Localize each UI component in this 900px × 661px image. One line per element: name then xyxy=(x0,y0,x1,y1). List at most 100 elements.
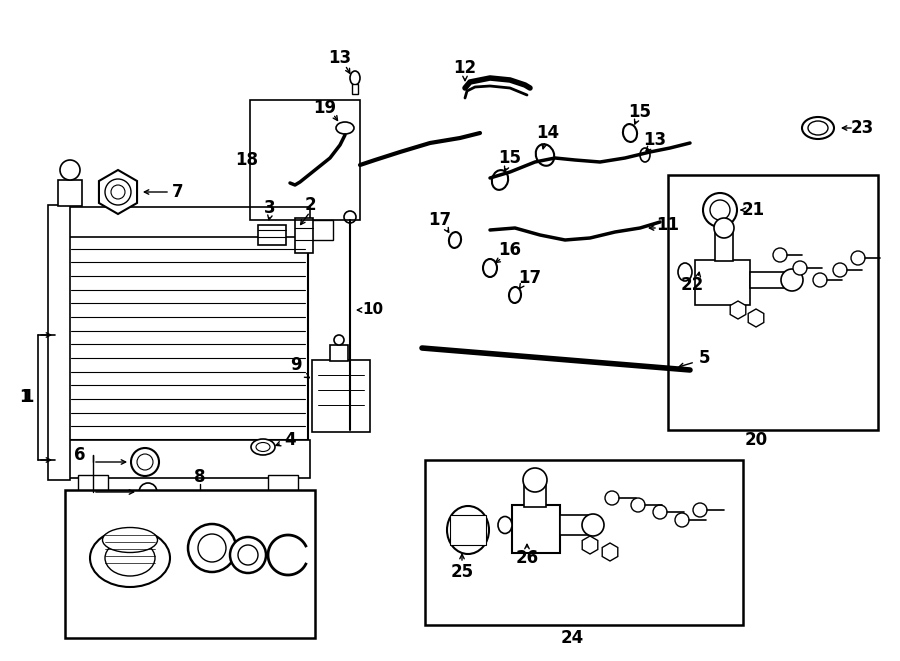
Circle shape xyxy=(605,491,619,505)
Circle shape xyxy=(238,545,258,565)
Ellipse shape xyxy=(536,144,554,166)
Bar xyxy=(258,225,286,245)
Text: 17: 17 xyxy=(428,211,452,229)
Circle shape xyxy=(230,537,266,573)
Circle shape xyxy=(693,503,707,517)
Ellipse shape xyxy=(456,516,480,544)
Ellipse shape xyxy=(623,124,637,142)
Ellipse shape xyxy=(449,232,461,248)
Bar xyxy=(312,360,370,432)
Text: 13: 13 xyxy=(644,131,667,149)
Bar xyxy=(512,505,560,553)
Text: 3: 3 xyxy=(265,199,275,217)
Text: 26: 26 xyxy=(516,549,538,567)
Text: 5: 5 xyxy=(699,349,711,367)
Circle shape xyxy=(813,273,827,287)
Text: 9: 9 xyxy=(290,356,302,374)
Bar xyxy=(48,205,70,480)
Ellipse shape xyxy=(251,439,275,455)
Text: 17: 17 xyxy=(518,269,542,287)
Circle shape xyxy=(793,261,807,275)
Circle shape xyxy=(675,513,689,527)
Circle shape xyxy=(710,200,730,220)
Circle shape xyxy=(137,454,153,470)
Circle shape xyxy=(188,524,236,572)
Bar xyxy=(66,440,310,478)
Text: 11: 11 xyxy=(656,216,680,234)
Bar xyxy=(425,460,743,625)
Bar xyxy=(524,485,546,507)
Ellipse shape xyxy=(90,529,170,587)
Circle shape xyxy=(781,269,803,291)
Bar xyxy=(750,272,788,288)
Circle shape xyxy=(139,483,157,501)
Bar xyxy=(78,475,108,493)
Text: 7: 7 xyxy=(172,183,184,201)
Text: 22: 22 xyxy=(680,276,704,294)
Text: 18: 18 xyxy=(236,151,258,169)
Ellipse shape xyxy=(350,71,360,85)
Bar xyxy=(268,475,298,493)
Text: 13: 13 xyxy=(328,49,352,67)
Bar xyxy=(65,490,315,638)
Text: 19: 19 xyxy=(313,99,337,117)
Ellipse shape xyxy=(256,442,270,451)
Bar xyxy=(450,515,486,545)
Bar xyxy=(58,180,82,206)
Circle shape xyxy=(111,185,125,199)
Ellipse shape xyxy=(808,121,828,135)
Ellipse shape xyxy=(103,527,158,553)
Text: 25: 25 xyxy=(450,563,473,581)
Bar xyxy=(560,515,590,535)
Circle shape xyxy=(833,263,847,277)
Circle shape xyxy=(773,248,787,262)
Ellipse shape xyxy=(336,122,354,134)
Bar xyxy=(695,260,750,305)
Text: 4: 4 xyxy=(284,431,296,449)
Text: 8: 8 xyxy=(194,468,206,486)
Ellipse shape xyxy=(678,263,692,281)
Text: 12: 12 xyxy=(454,59,477,77)
Ellipse shape xyxy=(802,117,834,139)
Text: 10: 10 xyxy=(363,303,383,317)
Circle shape xyxy=(344,211,356,223)
Text: 21: 21 xyxy=(742,201,765,219)
Text: 20: 20 xyxy=(744,431,768,449)
Text: 1: 1 xyxy=(19,388,31,406)
Circle shape xyxy=(60,160,80,180)
Ellipse shape xyxy=(483,259,497,277)
Circle shape xyxy=(198,534,226,562)
Bar xyxy=(330,345,348,361)
Text: 15: 15 xyxy=(628,103,652,121)
Ellipse shape xyxy=(498,516,512,533)
Ellipse shape xyxy=(509,287,521,303)
Bar xyxy=(295,218,313,253)
Circle shape xyxy=(631,498,645,512)
Bar xyxy=(66,207,310,237)
Ellipse shape xyxy=(447,506,489,554)
Ellipse shape xyxy=(105,540,155,576)
Circle shape xyxy=(714,218,734,238)
Circle shape xyxy=(334,335,344,345)
Circle shape xyxy=(131,448,159,476)
Text: 6: 6 xyxy=(74,446,86,464)
Bar xyxy=(303,220,333,240)
Circle shape xyxy=(582,514,604,536)
Bar xyxy=(142,492,154,508)
Bar xyxy=(715,233,733,261)
Text: 16: 16 xyxy=(499,241,521,259)
Circle shape xyxy=(523,468,547,492)
Circle shape xyxy=(703,193,737,227)
Circle shape xyxy=(653,505,667,519)
Ellipse shape xyxy=(492,170,508,190)
Circle shape xyxy=(105,179,131,205)
Bar xyxy=(352,84,358,94)
Text: 2: 2 xyxy=(304,196,316,214)
Bar xyxy=(68,235,308,440)
Bar xyxy=(668,175,878,430)
Bar xyxy=(250,100,360,220)
Circle shape xyxy=(851,251,865,265)
Text: 23: 23 xyxy=(850,119,874,137)
Ellipse shape xyxy=(640,148,650,162)
Text: 14: 14 xyxy=(536,124,560,142)
